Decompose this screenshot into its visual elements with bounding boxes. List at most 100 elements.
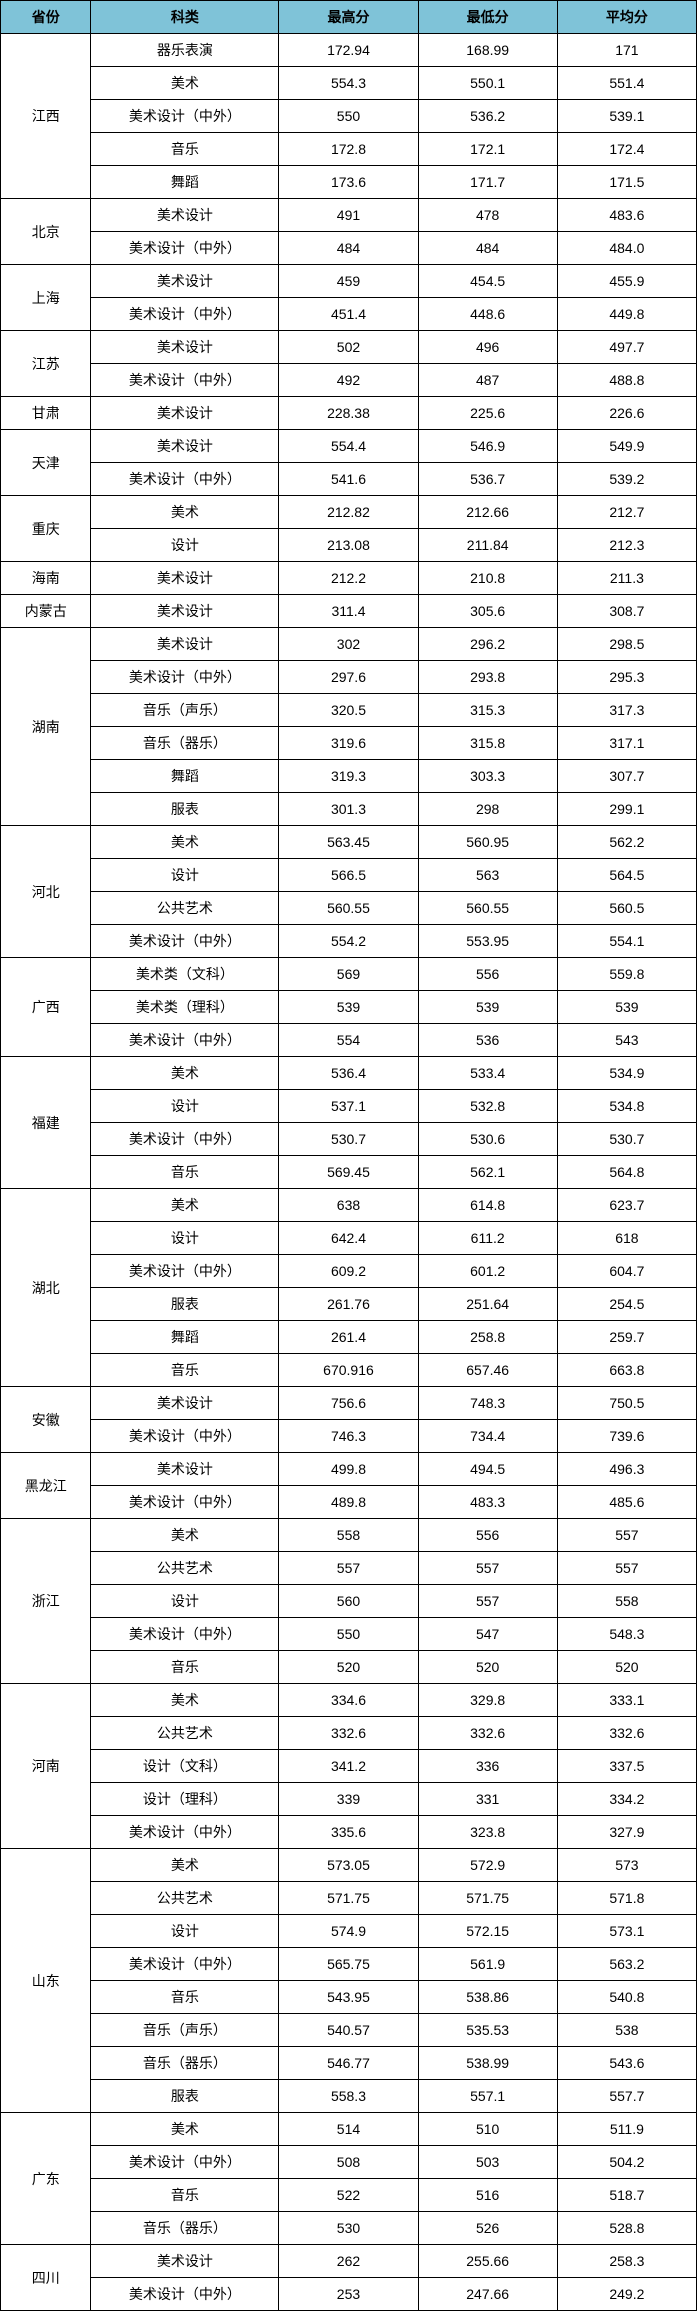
province-cell: 内蒙古 [1, 595, 91, 628]
low-cell: 484 [418, 232, 557, 265]
high-cell: 642.4 [279, 1222, 418, 1255]
low-cell: 563 [418, 859, 557, 892]
high-cell: 557 [279, 1552, 418, 1585]
table-row: 广东美术514510511.9 [1, 2113, 697, 2146]
category-cell: 美术设计（中外） [91, 661, 279, 694]
table-row: 设计（文科）341.2336337.5 [1, 1750, 697, 1783]
high-cell: 297.6 [279, 661, 418, 694]
table-row: 设计537.1532.8534.8 [1, 1090, 697, 1123]
category-cell: 美术设计（中外） [91, 1816, 279, 1849]
category-cell: 公共艺术 [91, 1882, 279, 1915]
high-cell: 638 [279, 1189, 418, 1222]
avg-cell: 543.6 [557, 2047, 696, 2080]
table-row: 河南美术334.6329.8333.1 [1, 1684, 697, 1717]
table-row: 黑龙江美术设计499.8494.5496.3 [1, 1453, 697, 1486]
table-row: 公共艺术560.55560.55560.5 [1, 892, 697, 925]
low-cell: 560.95 [418, 826, 557, 859]
province-cell: 江西 [1, 34, 91, 199]
low-cell: 657.46 [418, 1354, 557, 1387]
category-cell: 音乐（声乐） [91, 694, 279, 727]
category-cell: 音乐 [91, 1981, 279, 2014]
high-cell: 212.82 [279, 496, 418, 529]
high-cell: 539 [279, 991, 418, 1024]
high-cell: 301.3 [279, 793, 418, 826]
low-cell: 538.99 [418, 2047, 557, 2080]
low-cell: 315.8 [418, 727, 557, 760]
high-cell: 320.5 [279, 694, 418, 727]
category-cell: 音乐 [91, 1156, 279, 1189]
table-row: 美术设计（中外）492487488.8 [1, 364, 697, 397]
table-row: 美术设计（中外）484484484.0 [1, 232, 697, 265]
category-cell: 美术 [91, 1849, 279, 1882]
avg-cell: 557 [557, 1519, 696, 1552]
avg-cell: 511.9 [557, 2113, 696, 2146]
avg-cell: 538 [557, 2014, 696, 2047]
high-cell: 554 [279, 1024, 418, 1057]
category-cell: 美术 [91, 1189, 279, 1222]
table-row: 设计566.5563564.5 [1, 859, 697, 892]
header-province: 省份 [1, 1, 91, 34]
category-cell: 美术设计 [91, 1453, 279, 1486]
category-cell: 音乐（器乐） [91, 2212, 279, 2245]
avg-cell: 298.5 [557, 628, 696, 661]
low-cell: 748.3 [418, 1387, 557, 1420]
table-row: 设计560557558 [1, 1585, 697, 1618]
high-cell: 499.8 [279, 1453, 418, 1486]
table-row: 河北美术563.45560.95562.2 [1, 826, 697, 859]
category-cell: 设计（文科） [91, 1750, 279, 1783]
low-cell: 526 [418, 2212, 557, 2245]
category-cell: 公共艺术 [91, 1552, 279, 1585]
low-cell: 516 [418, 2179, 557, 2212]
high-cell: 334.6 [279, 1684, 418, 1717]
low-cell: 448.6 [418, 298, 557, 331]
avg-cell: 557.7 [557, 2080, 696, 2113]
category-cell: 设计 [91, 1090, 279, 1123]
avg-cell: 562.2 [557, 826, 696, 859]
province-cell: 天津 [1, 430, 91, 496]
table-row: 设计213.08211.84212.3 [1, 529, 697, 562]
category-cell: 美术 [91, 1519, 279, 1552]
low-cell: 510 [418, 2113, 557, 2146]
low-cell: 172.1 [418, 133, 557, 166]
province-cell: 广东 [1, 2113, 91, 2245]
avg-cell: 307.7 [557, 760, 696, 793]
category-cell: 美术设计 [91, 199, 279, 232]
avg-cell: 484.0 [557, 232, 696, 265]
table-row: 音乐172.8172.1172.4 [1, 133, 697, 166]
avg-cell: 334.2 [557, 1783, 696, 1816]
table-row: 音乐520520520 [1, 1651, 697, 1684]
table-row: 重庆美术212.82212.66212.7 [1, 496, 697, 529]
table-row: 美术设计（中外）565.75561.9563.2 [1, 1948, 697, 1981]
avg-cell: 539.2 [557, 463, 696, 496]
category-cell: 美术设计（中外） [91, 100, 279, 133]
high-cell: 746.3 [279, 1420, 418, 1453]
category-cell: 美术设计（中外） [91, 1255, 279, 1288]
low-cell: 561.9 [418, 1948, 557, 1981]
table-row: 天津美术设计554.4546.9549.9 [1, 430, 697, 463]
high-cell: 558.3 [279, 2080, 418, 2113]
high-cell: 573.05 [279, 1849, 418, 1882]
avg-cell: 327.9 [557, 1816, 696, 1849]
header-avg: 平均分 [557, 1, 696, 34]
category-cell: 美术设计（中外） [91, 2278, 279, 2311]
table-row: 四川美术设计262255.66258.3 [1, 2245, 697, 2278]
table-row: 内蒙古美术设计311.4305.6308.7 [1, 595, 697, 628]
avg-cell: 663.8 [557, 1354, 696, 1387]
avg-cell: 496.3 [557, 1453, 696, 1486]
table-row: 美术设计（中外）530.7530.6530.7 [1, 1123, 697, 1156]
category-cell: 音乐 [91, 133, 279, 166]
category-cell: 服表 [91, 793, 279, 826]
high-cell: 569 [279, 958, 418, 991]
low-cell: 556 [418, 958, 557, 991]
high-cell: 554.2 [279, 925, 418, 958]
avg-cell: 518.7 [557, 2179, 696, 2212]
low-cell: 571.75 [418, 1882, 557, 1915]
category-cell: 美术 [91, 1684, 279, 1717]
avg-cell: 564.5 [557, 859, 696, 892]
category-cell: 美术类（理科） [91, 991, 279, 1024]
header-low: 最低分 [418, 1, 557, 34]
low-cell: 557 [418, 1552, 557, 1585]
low-cell: 305.6 [418, 595, 557, 628]
high-cell: 609.2 [279, 1255, 418, 1288]
avg-cell: 171 [557, 34, 696, 67]
